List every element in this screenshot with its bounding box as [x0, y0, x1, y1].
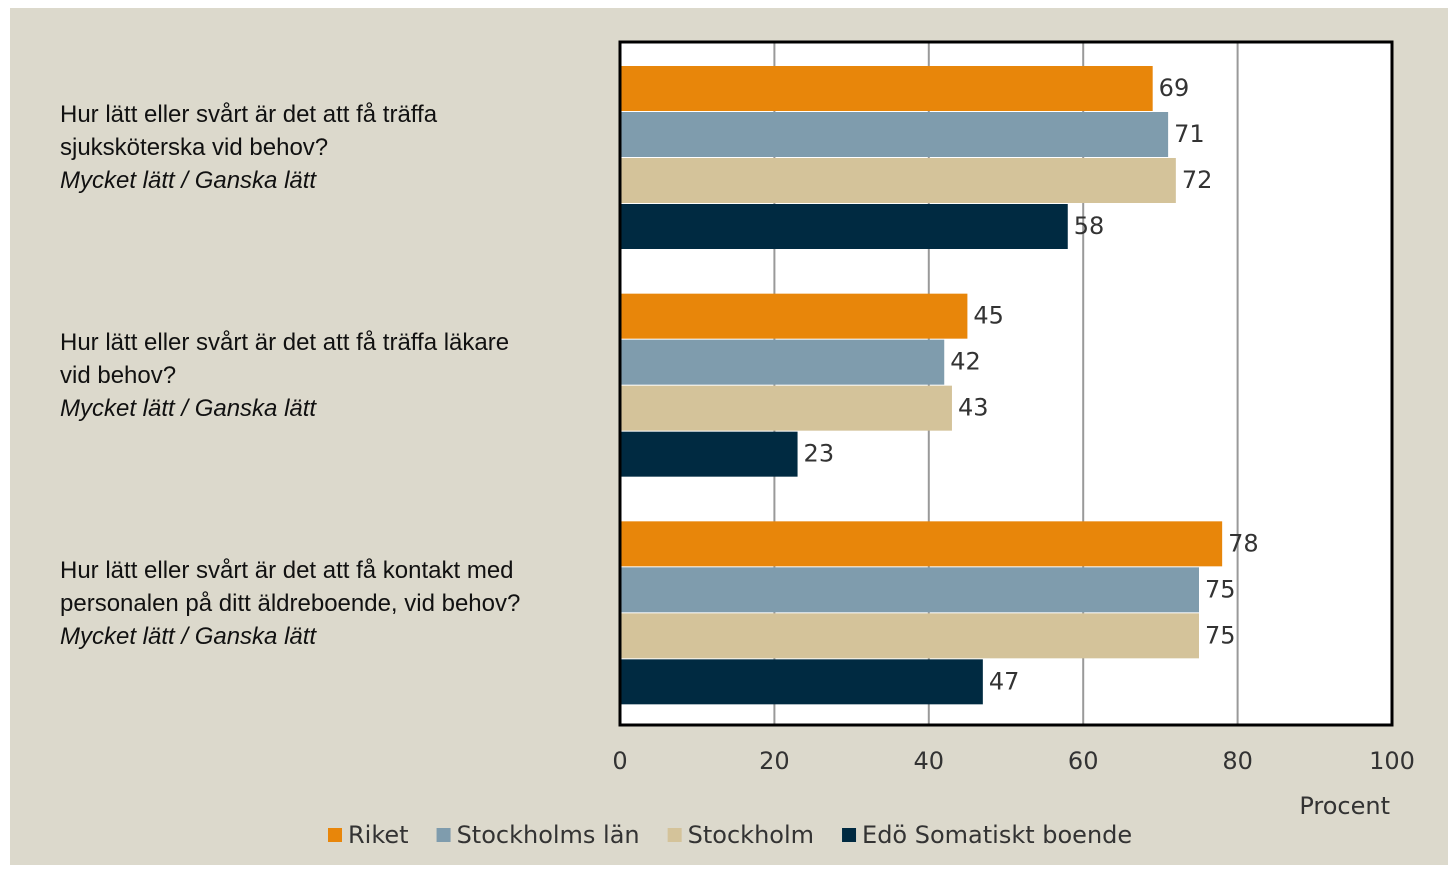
note: Mycket lätt / Ganska lätt [60, 622, 317, 650]
value-label: 42 [950, 348, 981, 376]
bar [620, 521, 1223, 567]
value-label: 43 [958, 394, 989, 422]
x-tick-label: 20 [759, 747, 790, 775]
bar [620, 567, 1199, 613]
legend-label: Stockholm [688, 821, 814, 849]
question: Hur lätt eller svårt är det att få träff… [60, 101, 438, 162]
legend-swatch [667, 828, 682, 842]
x-tick-label: 0 [612, 747, 627, 775]
value-label: 71 [1174, 120, 1205, 148]
bar [620, 431, 798, 477]
question: Hur lätt eller svårt är det att få konta… [60, 556, 521, 617]
bar [620, 613, 1199, 659]
bar [620, 339, 945, 385]
value-label: 75 [1205, 575, 1236, 603]
value-label: 45 [973, 302, 1004, 330]
bar [620, 293, 968, 339]
note: Mycket lätt / Ganska lätt [60, 167, 317, 195]
legend-swatch [436, 828, 451, 842]
bar [620, 112, 1169, 157]
value-label: 72 [1182, 166, 1213, 194]
x-tick-label: 60 [1068, 747, 1099, 775]
legend-label: Edö Somatiskt boende [862, 821, 1132, 849]
bar [620, 66, 1153, 111]
category-label: Hur lätt eller svårt är det att få träff… [60, 262, 540, 490]
question: Hur lätt eller svårt är det att få träff… [60, 328, 510, 389]
legend-label: Stockholms län [457, 821, 640, 849]
legend-swatch [842, 828, 857, 842]
bar [620, 204, 1068, 249]
bar [620, 158, 1176, 203]
legend-swatch [328, 828, 342, 842]
value-label: 23 [804, 440, 835, 468]
value-label: 58 [1074, 212, 1105, 240]
value-label: 47 [989, 667, 1020, 695]
category-label: Hur lätt eller svårt är det att få konta… [60, 489, 540, 717]
x-tick-label: 80 [1222, 747, 1253, 775]
x-tick-label: 100 [1369, 747, 1415, 775]
plot-border [618, 40, 1394, 727]
category-label: Hur lätt eller svårt är det att få träff… [60, 34, 540, 262]
x-tick-label: 40 [914, 747, 945, 775]
bar [620, 659, 983, 705]
value-label: 69 [1159, 74, 1190, 102]
x-axis-label: Procent [1299, 792, 1390, 820]
value-label: 78 [1228, 529, 1259, 557]
note: Mycket lätt / Ganska lätt [60, 394, 317, 422]
legend-label: Riket [348, 821, 409, 849]
bar [620, 385, 952, 431]
value-label: 75 [1205, 621, 1236, 649]
